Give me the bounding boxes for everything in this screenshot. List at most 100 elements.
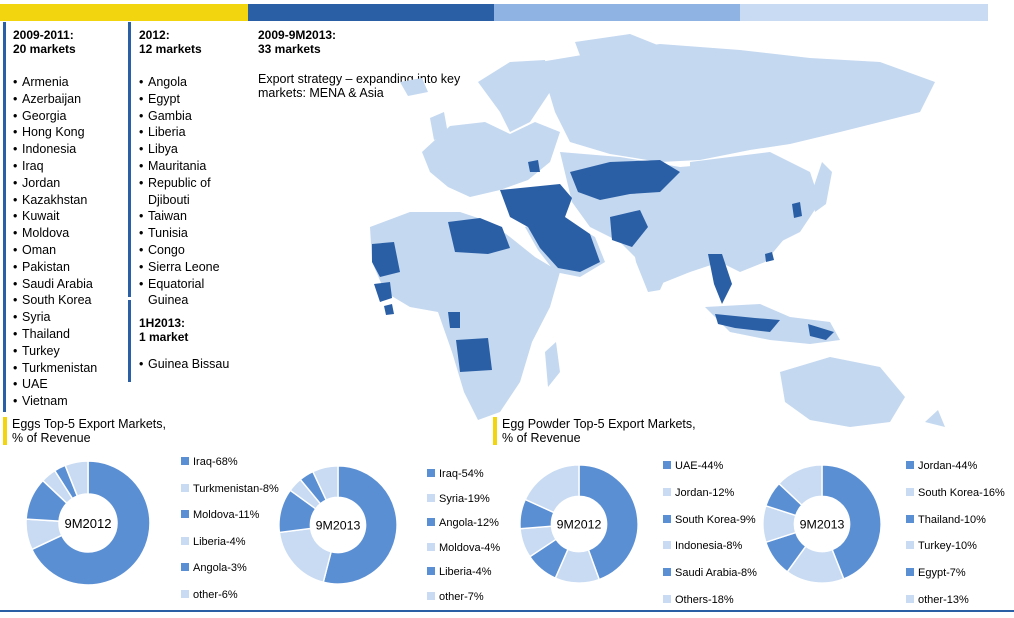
- legend-item: Jordan-12%: [663, 487, 734, 499]
- legend-label: Liberia-4%: [439, 566, 492, 578]
- legend-item: Liberia-4%: [427, 566, 492, 578]
- legend-item: other-13%: [906, 594, 969, 606]
- list-item: Saudi Arabia: [13, 276, 97, 293]
- list-item: Thailand: [13, 326, 97, 343]
- legend-label: Indonesia-8%: [675, 540, 743, 553]
- eggs-9m2013-donut: 9M2013: [278, 465, 398, 585]
- donut-hole: [310, 497, 366, 553]
- markets-column-1h2013: 1H2013:1 market Guinea Bissau: [139, 316, 229, 373]
- eggs-9m2012-donut: 9M2012: [25, 460, 151, 586]
- legend-swatch: [181, 589, 189, 598]
- legend-swatch: [427, 493, 435, 502]
- list-item: Libya: [139, 141, 220, 158]
- legend-label: Egypt-7%: [918, 567, 966, 580]
- list-item: Armenia: [13, 74, 97, 91]
- legend-item: Iraq-68%: [181, 456, 238, 468]
- legend-swatch: [663, 541, 671, 550]
- column-title: 2012: 12 markets: [139, 28, 202, 56]
- list-item: Vietnam: [13, 393, 97, 410]
- column-divider-2: [128, 22, 131, 297]
- list-item: Syria: [13, 309, 97, 326]
- donut-center-label: 9M2013: [800, 518, 845, 532]
- list-item: Kuwait: [13, 208, 97, 225]
- eggs-section-marker: [3, 417, 7, 445]
- column-divider-1: [3, 22, 6, 412]
- legend-item: Egypt-7%: [906, 567, 966, 579]
- donut-hole: [551, 496, 607, 552]
- legend-swatch: [427, 542, 435, 551]
- legend-item: other-6%: [181, 589, 238, 601]
- list-item: Jordan: [13, 175, 97, 192]
- list-item: Indonesia: [13, 141, 97, 158]
- legend-label: Jordan-44%: [918, 460, 978, 472]
- legend-swatch: [663, 595, 671, 603]
- legend-label: Turkmenistan-8%: [193, 482, 279, 495]
- list-item: UAE: [13, 376, 97, 393]
- list-item: Oman: [13, 242, 97, 259]
- markets-column-2012: 2012:12 markets Angola Egypt Gambia Libe…: [139, 28, 220, 309]
- header-bar-mid-blue: [494, 4, 740, 21]
- list-item: Guinea Bissau: [139, 356, 229, 373]
- legend-swatch: [906, 487, 914, 496]
- powder-9m2013-donut: 9M2013: [762, 464, 882, 584]
- legend-label: other-7%: [439, 590, 484, 603]
- list-item: Angola: [139, 74, 220, 91]
- legend-swatch: [427, 591, 435, 600]
- world-map: [370, 34, 945, 427]
- powder-section-title: Egg Powder Top-5 Export Markets,% of Rev…: [502, 417, 696, 445]
- list-item: Georgia: [13, 108, 97, 125]
- legend-label: Iraq-68%: [193, 456, 238, 468]
- column-title: 2009-2011: 20 markets: [13, 28, 76, 56]
- list-item: Tunisia: [139, 225, 220, 242]
- legend-swatch: [906, 568, 914, 577]
- legend-label: South Korea-9%: [675, 513, 756, 526]
- legend-item: Thailand-10%: [906, 514, 986, 526]
- legend-label: Moldova-4%: [439, 541, 501, 554]
- legend-label: Liberia-4%: [193, 535, 246, 548]
- list-item: Congo: [139, 242, 220, 259]
- legend-label: South Korea-16%: [918, 486, 1005, 499]
- legend-label: other-13%: [918, 594, 969, 606]
- legend-swatch: [906, 461, 914, 469]
- legend-swatch: [906, 595, 914, 603]
- legend-swatch: [663, 487, 671, 496]
- donut-center-label: 9M2012: [65, 516, 112, 531]
- legend-label: UAE-44%: [675, 460, 724, 472]
- markets-column-2009-2011: 2009-2011:20 markets Armenia Azerbaijan …: [13, 28, 97, 410]
- legend-item: Iraq-54%: [427, 468, 484, 480]
- legend-swatch: [427, 518, 435, 526]
- legend-item: Angola-12%: [427, 517, 499, 529]
- legend-item: other-7%: [427, 591, 484, 603]
- legend-label: Moldova-11%: [193, 509, 260, 521]
- footer-line: [0, 610, 1014, 612]
- column-title: 1H2013: 1 market: [139, 316, 189, 344]
- list-item: Hong Kong: [13, 124, 97, 141]
- legend-item: South Korea-9%: [663, 514, 756, 526]
- column-divider-3: [128, 300, 131, 382]
- legend-label: Jordan-12%: [675, 486, 735, 499]
- list-item: Kazakhstan: [13, 192, 97, 209]
- legend-label: Angola-12%: [439, 517, 499, 529]
- legend-label: Turkey-10%: [918, 540, 977, 553]
- legend-item: Jordan-44%: [906, 460, 977, 472]
- list-item: Turkmenistan: [13, 360, 97, 377]
- legend-swatch: [181, 536, 189, 545]
- donut-center-label: 9M2012: [557, 518, 602, 532]
- list-item: Liberia: [139, 124, 220, 141]
- column-title: 2009-9M2013: 33 markets: [258, 28, 337, 56]
- market-list: Guinea Bissau: [139, 356, 229, 373]
- markets-column-total: 2009-9M2013: 33 markets: [258, 28, 336, 56]
- legend-item: Turkey-10%: [906, 540, 977, 552]
- market-list: Armenia Azerbaijan Georgia Hong Kong Ind…: [13, 74, 97, 410]
- list-item: Mauritania: [139, 158, 220, 175]
- legend-item: South Korea-16%: [906, 487, 1005, 499]
- list-item: Turkey: [13, 343, 97, 360]
- legend-item: Saudi Arabia-8%: [663, 567, 757, 579]
- list-item: Pakistan: [13, 259, 97, 276]
- donut-center-label: 9M2013: [316, 519, 361, 533]
- legend-swatch: [663, 568, 671, 577]
- legend-label: Saudi Arabia-8%: [675, 567, 757, 580]
- legend-item: UAE-44%: [663, 460, 723, 472]
